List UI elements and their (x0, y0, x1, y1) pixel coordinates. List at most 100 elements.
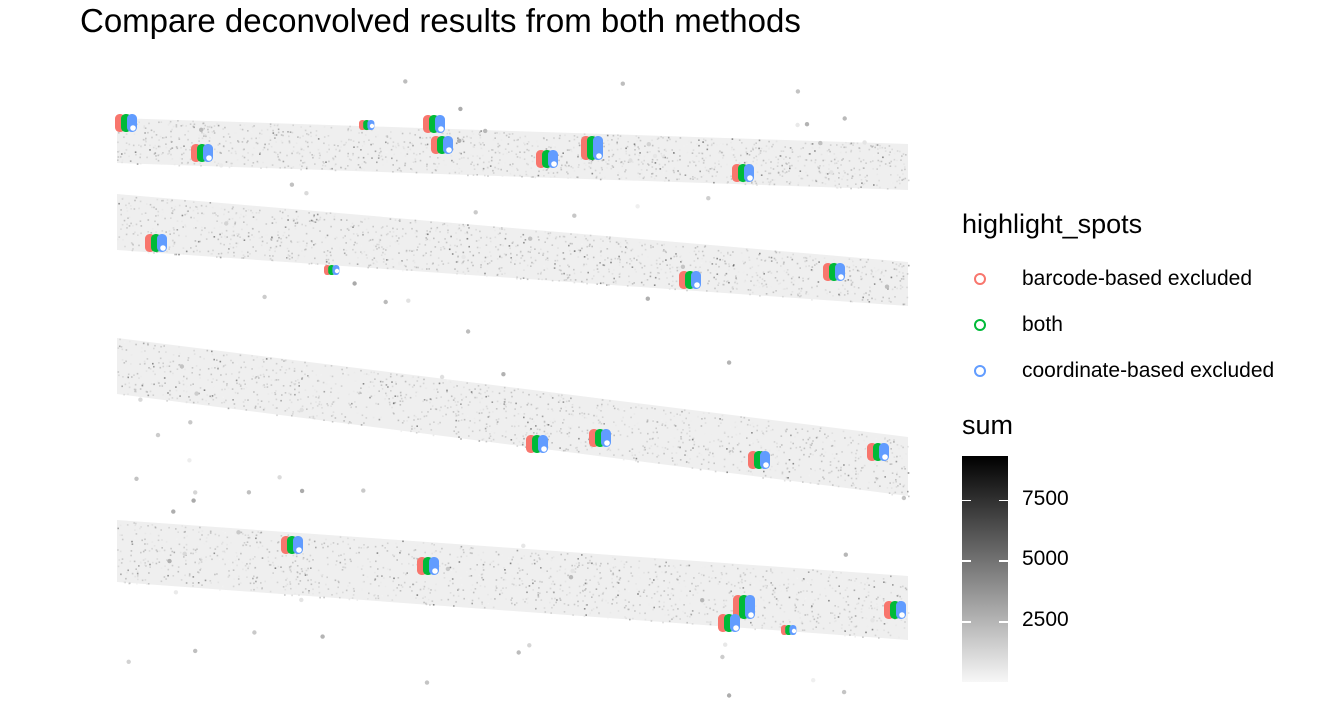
tissue-spot (773, 149, 776, 152)
tissue-spot (620, 161, 623, 163)
tissue-spot (656, 274, 659, 276)
tissue-spot (348, 393, 350, 396)
tissue-spot (414, 160, 417, 163)
tissue-spot (846, 179, 849, 181)
tissue-spot (313, 221, 315, 223)
tissue-spot (352, 390, 355, 393)
tissue-spot (652, 437, 654, 440)
tissue-spot (688, 439, 691, 441)
tissue-spot (692, 447, 694, 449)
tissue-spot (246, 141, 248, 144)
tissue-spot (169, 233, 171, 235)
tissue-spot (181, 525, 183, 527)
tissue-spot (653, 177, 656, 180)
tissue-spot (642, 163, 644, 165)
tissue-spot (507, 133, 510, 135)
tissue-spot (602, 142, 605, 145)
tissue-spot (180, 147, 182, 149)
tissue-spot (548, 435, 550, 438)
tissue-spot (343, 248, 345, 251)
tissue-spot (311, 220, 314, 222)
tissue-spot (287, 534, 290, 536)
tissue-spot (310, 402, 312, 405)
tissue-spot (191, 142, 193, 144)
tissue-spot (402, 269, 404, 272)
tissue-spot (625, 147, 627, 150)
tissue-spot (703, 445, 705, 448)
tissue-spot (650, 246, 652, 249)
tissue-spot (559, 439, 562, 442)
tissue-spot (898, 476, 901, 478)
tissue-spot (369, 239, 372, 241)
tissue-spot (852, 264, 855, 267)
tissue-spot (415, 235, 418, 238)
tissue-spot (347, 127, 350, 130)
tissue-spot (166, 400, 168, 402)
tissue-spot (287, 131, 289, 133)
tissue-spot (543, 421, 546, 424)
tissue-spot (281, 141, 284, 144)
tissue-spot (233, 234, 235, 237)
tissue-spot (272, 217, 275, 220)
tissue-spot (301, 377, 304, 379)
tissue-spot (374, 263, 377, 266)
tissue-spot (786, 269, 789, 271)
tissue-spot (812, 453, 814, 456)
tissue-spot (520, 411, 523, 413)
tissue-spot (790, 256, 792, 259)
tissue-spot (553, 267, 556, 269)
tissue-spot (637, 158, 640, 161)
tissue-spot (416, 557, 419, 560)
tissue-spot (172, 360, 175, 363)
tissue-spot (851, 300, 854, 303)
tissue-spot (335, 148, 337, 151)
tissue-spot (443, 572, 445, 574)
tissue-spot (857, 473, 859, 475)
tissue-spot (147, 394, 150, 397)
tissue-spot (402, 146, 405, 148)
tissue-spot (134, 342, 136, 345)
tissue-spot (302, 557, 305, 559)
tissue-spot (768, 140, 770, 143)
tissue-spot (151, 136, 153, 139)
tissue-spot (829, 471, 832, 474)
tissue-spot (162, 362, 164, 365)
tissue-spot (170, 130, 172, 133)
tissue-spot (206, 349, 209, 352)
tissue-spot (854, 292, 856, 295)
tissue-spot (318, 403, 320, 406)
tissue-spot (227, 251, 229, 254)
tissue-spot (576, 176, 578, 178)
tissue-spot (634, 454, 636, 456)
tissue-spot (474, 161, 477, 164)
tissue-spot (560, 166, 562, 169)
tissue-spot (380, 254, 383, 256)
tissue-spot (571, 242, 573, 245)
tissue-spot (726, 280, 728, 283)
tissue-spot (477, 439, 480, 441)
tissue-spot (339, 561, 342, 564)
tissue-spot (671, 149, 673, 151)
tissue-spot (841, 580, 844, 582)
tissue-spot (537, 272, 539, 275)
tissue-spot (394, 241, 397, 243)
tissue-spot (535, 425, 537, 427)
tissue-spot (860, 275, 862, 278)
tissue-spot (693, 268, 695, 271)
tissue-spot (321, 241, 323, 244)
tissue-spot (361, 252, 363, 255)
tissue-spot (298, 391, 300, 394)
tissue-spot (853, 283, 855, 286)
tissue-spot (363, 544, 365, 546)
tissue-spot (325, 258, 328, 261)
tissue-spot (677, 266, 680, 269)
tissue-spot (603, 264, 606, 267)
tissue-spot (236, 382, 238, 385)
tissue-spot (504, 572, 507, 574)
tissue-spot (414, 134, 416, 136)
tissue-spot (688, 564, 691, 567)
tissue-spot (187, 357, 190, 359)
tissue-spot (770, 272, 773, 274)
tissue-spot (594, 169, 597, 172)
tissue-spot (263, 407, 266, 410)
